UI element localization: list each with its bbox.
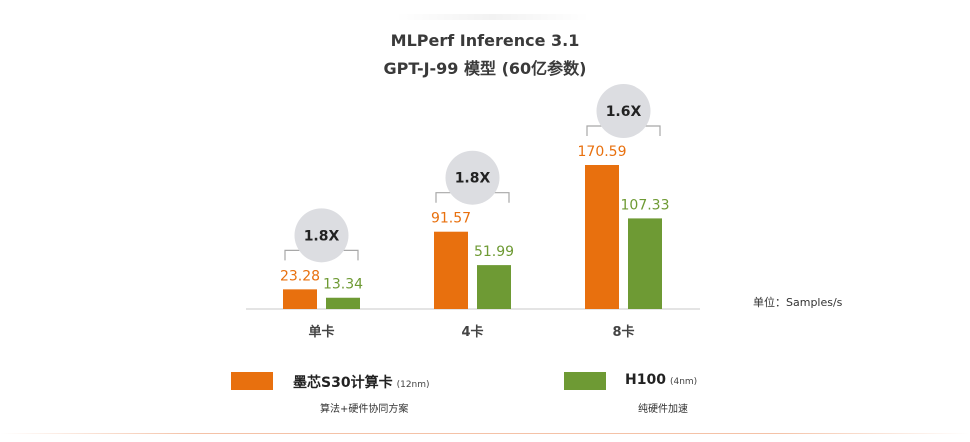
data-label: 107.33: [621, 197, 670, 213]
bar-moffett: [585, 165, 619, 309]
category-label: 单卡: [308, 324, 334, 340]
legend-desc: 算法+硬件协同方案: [320, 404, 409, 415]
legend-swatch-orange: [231, 372, 273, 390]
legend-desc: 纯硬件加速: [638, 404, 688, 415]
unit-label: 单位：Samples/s: [753, 296, 843, 309]
data-label: 51.99: [474, 244, 514, 260]
bar-moffett: [283, 289, 317, 309]
legend-name-text: 墨芯S30计算卡: [293, 375, 393, 391]
legend-name: 墨芯S30计算卡 (12nm): [293, 372, 430, 392]
speedup-label: 1.8X: [304, 228, 340, 244]
bottom-divider: [0, 433, 970, 434]
speedup-bubble: [596, 84, 651, 138]
bar-h100: [477, 265, 511, 309]
speedup-label: 1.8X: [455, 171, 491, 187]
speedup-label: 1.6X: [606, 104, 642, 120]
data-label: 91.57: [431, 211, 471, 227]
legend-name-text: H100: [625, 372, 666, 388]
bar-h100: [326, 297, 360, 309]
speedup-bubble: [294, 208, 349, 263]
bar-h100: [628, 218, 662, 309]
data-label: 13.34: [323, 277, 363, 293]
legend-spec: (12nm): [396, 380, 430, 390]
legend-name: H100 (4nm): [625, 372, 697, 388]
chart-subtitle: GPT-J-99 模型 (60亿参数): [383, 59, 587, 78]
category-label: 4卡: [461, 324, 483, 340]
legend-spec: (4nm): [669, 377, 698, 387]
data-label: 170.59: [578, 144, 627, 160]
data-label: 23.28: [280, 268, 320, 284]
category-label: 8卡: [612, 324, 634, 340]
speedup-bubble: [445, 150, 500, 205]
chart-title: MLPerf Inference 3.1: [390, 31, 580, 50]
top-divider: [395, 14, 590, 20]
legend-swatch-green: [564, 372, 606, 390]
bar-moffett: [434, 231, 468, 309]
